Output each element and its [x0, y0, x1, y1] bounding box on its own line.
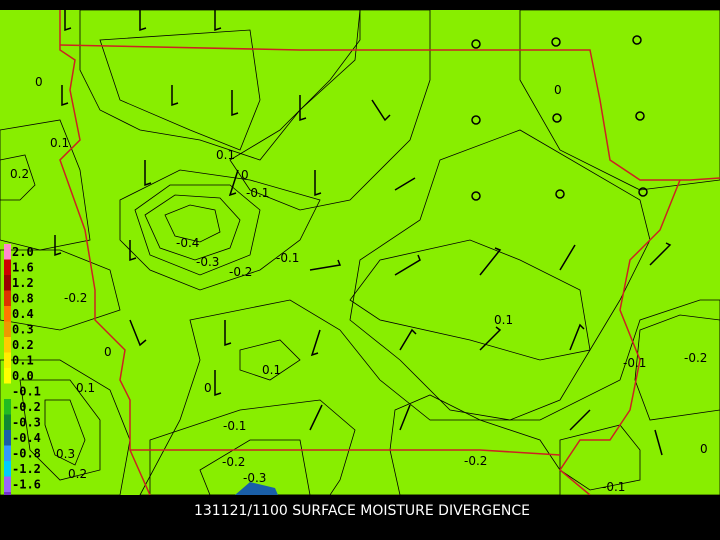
- contour-label: -0.3: [243, 471, 266, 485]
- contour-label: -0.1: [246, 186, 269, 200]
- contour-label: -0.1: [623, 356, 646, 370]
- wind-barbs: [54, 10, 672, 456]
- contour-label: 0: [700, 442, 708, 456]
- caption: 131121/1100 SURFACE MOISTURE DIVERGENCE: [194, 503, 530, 519]
- legend-swatch: [4, 399, 11, 415]
- contour-label: -0.2: [464, 454, 487, 468]
- legend-swatch: [4, 352, 11, 368]
- legend-swatch: [4, 476, 11, 492]
- legend-swatch: [4, 337, 11, 353]
- legend-label: 0.4: [12, 307, 34, 321]
- legend-swatch: [4, 321, 11, 337]
- contour-label: 0: [35, 75, 43, 89]
- contour-label: -0.1: [602, 480, 625, 494]
- legend-label: 0.2: [12, 338, 34, 352]
- contour-label: 0.2: [10, 167, 29, 181]
- contour-label: -0.2: [64, 291, 87, 305]
- contour-label: 0.1: [50, 136, 69, 150]
- legend-label: -0.4: [12, 431, 41, 445]
- legend-swatch: [4, 461, 11, 477]
- legend-label: 1.6: [12, 261, 34, 275]
- legend-swatch: [4, 306, 11, 322]
- contour-label: -0.1: [223, 419, 246, 433]
- legend-label: -1.6: [12, 478, 41, 492]
- contour-label: 0.2: [68, 467, 87, 481]
- legend-label: 1.2: [12, 276, 34, 290]
- contour-label: 0: [241, 168, 249, 182]
- contour-label: 0.3: [56, 447, 75, 461]
- legend-label: 0.3: [12, 323, 34, 337]
- legend-swatch: [4, 244, 11, 260]
- contour-label: -0.4: [176, 236, 199, 250]
- legend-swatch: [4, 275, 11, 291]
- legend-label: 2.0: [12, 245, 34, 259]
- legend-swatch: [4, 368, 11, 384]
- legend-swatch: [4, 430, 11, 446]
- legend-label: 0.0: [12, 369, 34, 383]
- legend-label: -0.8: [12, 447, 41, 461]
- contour-label: 0.1: [216, 148, 235, 162]
- legend-swatch: [4, 259, 11, 275]
- legend-label: -1.2: [12, 462, 41, 476]
- contour-label: 0: [104, 345, 112, 359]
- contour-label: 0: [204, 381, 212, 395]
- contour-label: 0: [554, 83, 562, 97]
- contour-label: 0.1: [494, 313, 513, 327]
- contour-label: -0.2: [229, 265, 252, 279]
- contour-labels: 0 0.1 0.2 0.1 0 -0.1 -0.4 -0.3 -0.2 -0.1…: [10, 75, 708, 494]
- legend-label: -0.1: [12, 385, 41, 399]
- caption-bar: [0, 495, 720, 540]
- map-field: [0, 9, 720, 496]
- contour-label: 0.1: [262, 363, 281, 377]
- legend-label: -0.2: [12, 400, 41, 414]
- contour-label: -0.3: [196, 255, 219, 269]
- contour-label: -0.2: [684, 351, 707, 365]
- legend-swatch: [4, 445, 11, 461]
- borders: [59, 10, 720, 496]
- legend-swatch: [4, 290, 11, 306]
- legend-label: -0.3: [12, 416, 41, 430]
- legend-swatch: [4, 383, 11, 399]
- contour-label: 0.1: [76, 381, 95, 395]
- legend-swatch: [4, 414, 11, 430]
- legend-label: 0.1: [12, 354, 34, 368]
- contour-label: -0.2: [222, 455, 245, 469]
- contour-label: -0.1: [276, 251, 299, 265]
- legend-label: 0.8: [12, 292, 34, 306]
- calm-markers: [471, 35, 648, 201]
